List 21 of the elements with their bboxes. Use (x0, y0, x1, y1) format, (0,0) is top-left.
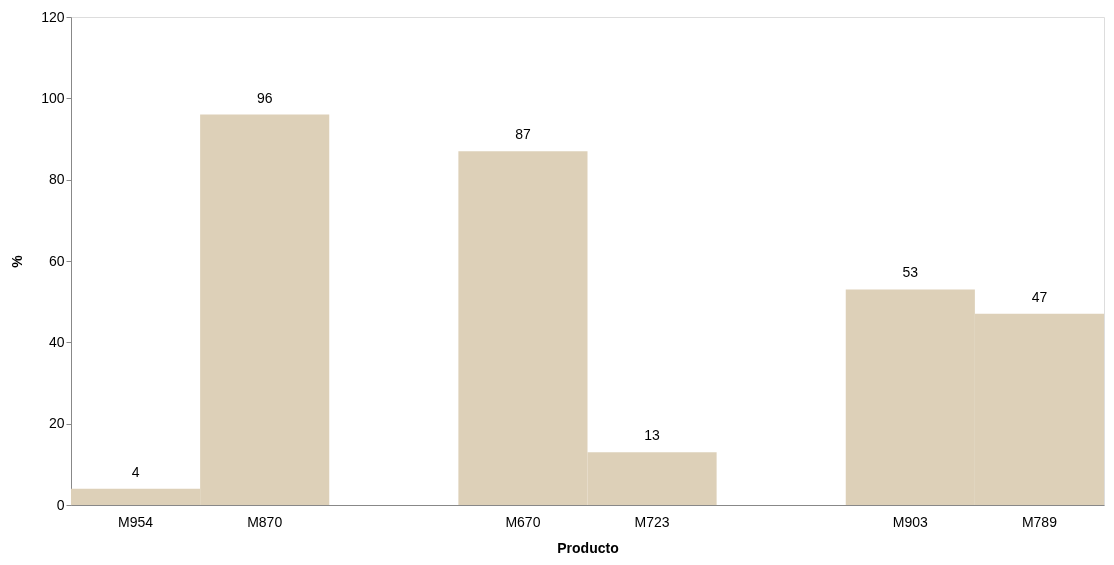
data-label: 87 (515, 126, 531, 143)
data-label: 96 (256, 89, 273, 106)
y-tick-label: 120 (41, 8, 65, 25)
data-label: 53 (902, 264, 919, 281)
data-label: 47 (1031, 288, 1048, 305)
x-axis-title: Producto (557, 539, 619, 556)
y-tick-label: 80 (48, 171, 65, 188)
y-tick-label: 20 (48, 415, 65, 432)
x-tick-label: M723 (634, 513, 670, 530)
y-tick-label: 100 (41, 89, 65, 106)
y-tick-label: 40 (48, 333, 65, 350)
x-tick-label: M670 (505, 513, 541, 530)
data-label: 13 (644, 427, 661, 444)
x-tick-label: M954 (118, 513, 154, 530)
y-tick-label: 0 (56, 496, 65, 513)
x-tick-label: M789 (1021, 513, 1058, 530)
y-tick-label: 60 (48, 252, 65, 269)
data-label: 4 (131, 463, 140, 480)
x-tick-label: M903 (892, 513, 929, 530)
y-axis-title: % (9, 254, 26, 268)
x-tick-label: M870 (247, 513, 283, 530)
